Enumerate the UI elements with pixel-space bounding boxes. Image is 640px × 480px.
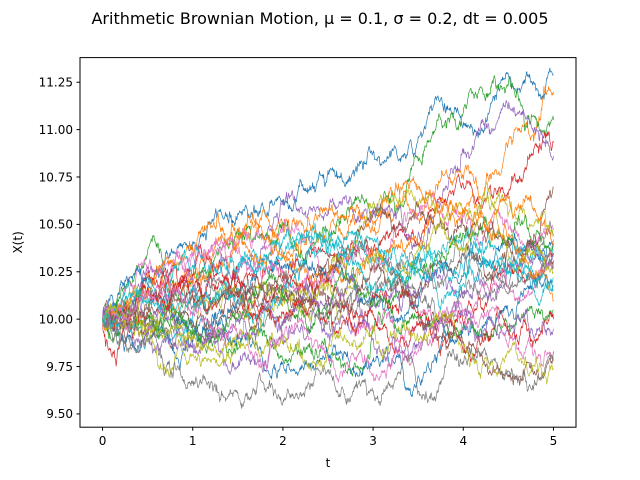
y-tick-label: 9.50 [46, 407, 73, 421]
series-line [102, 284, 554, 383]
x-axis: 0 1 2 3 4 5 [99, 427, 558, 448]
y-axis-label: X(t) [11, 231, 25, 253]
x-tick-label: 2 [279, 434, 287, 448]
x-axis-label: t [326, 456, 331, 470]
x-tick-label: 1 [189, 434, 197, 448]
series-line [102, 222, 554, 330]
series-line [102, 67, 554, 328]
series-line [102, 236, 554, 343]
series-line [102, 274, 554, 362]
series-line [102, 318, 554, 409]
x-tick-label: 4 [459, 434, 467, 448]
series-line [102, 176, 554, 320]
series-line [102, 100, 554, 328]
x-tick-label: 0 [99, 434, 107, 448]
y-axis: 9.50 9.75 10.00 10.25 10.50 10.75 11.00 11.25 [39, 76, 80, 421]
plot-frame [79, 57, 577, 428]
series-line [102, 262, 554, 386]
series-line [102, 201, 554, 337]
x-tick-label: 5 [550, 434, 558, 448]
y-tick-label: 10.25 [39, 265, 73, 279]
y-tick-label: 10.50 [39, 218, 73, 232]
y-tick-label: 11.00 [39, 123, 73, 137]
chart-title: Arithmetic Brownian Motion, μ = 0.1, σ =… [91, 9, 548, 28]
series-line [102, 226, 554, 350]
y-tick-label: 10.75 [39, 170, 73, 184]
y-tick-label: 10.00 [39, 312, 73, 326]
y-tick-label: 9.75 [46, 360, 73, 374]
series-group [102, 67, 554, 409]
y-tick-label: 11.25 [39, 76, 73, 90]
series-line [102, 283, 554, 385]
x-tick-label: 3 [369, 434, 377, 448]
series-line [102, 266, 554, 354]
